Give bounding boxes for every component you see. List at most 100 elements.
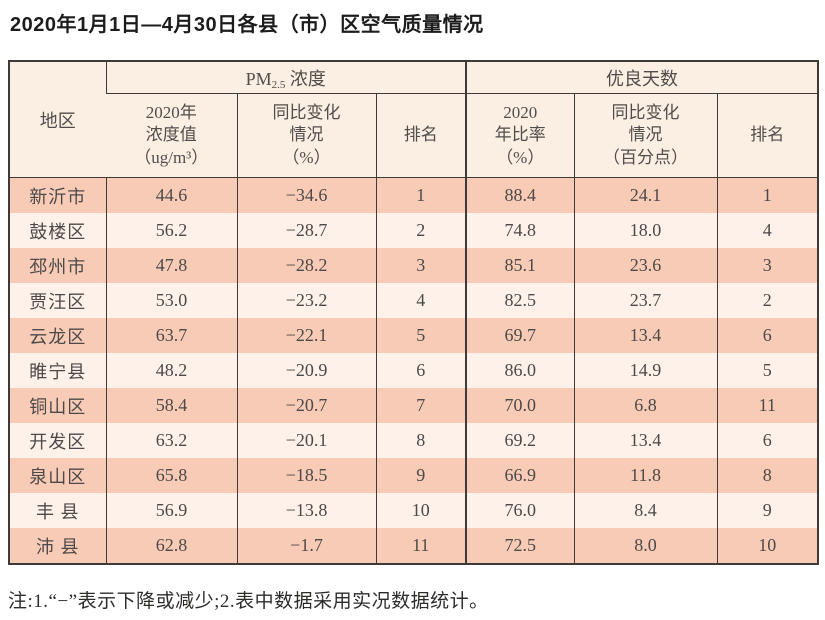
cell-region: 云龙区 [9,318,106,353]
cell-pm-rank: 2 [375,213,467,248]
table-row: 泉山区 65.8 −18.5 9 66.9 11.8 8 [9,458,819,493]
cell-pm-value: 63.2 [105,423,237,458]
cell-good-change: 13.4 [573,318,718,353]
cell-region: 新沂市 [9,177,106,213]
cell-region: 睢宁县 [9,353,106,388]
cell-good-rank: 3 [716,248,819,283]
cell-good-change: 23.6 [573,248,718,283]
cell-good-rate: 85.1 [465,248,575,283]
cell-good-rank: 6 [716,423,819,458]
col-header-region: 地区 [9,61,106,178]
page-title: 2020年1月1日—4月30日各县（市）区空气质量情况 [10,14,484,36]
cell-region: 丰 县 [9,493,106,528]
cell-region: 开发区 [9,423,106,458]
table-row: 睢宁县 48.2 −20.9 6 86.0 14.9 5 [9,353,819,388]
cell-pm-rank: 8 [375,423,467,458]
group-header-row: 地区 PM2.5 浓度 优良天数 [9,61,819,178]
cell-good-change: 8.4 [573,493,718,528]
cell-pm-change: −28.7 [236,213,376,248]
col-header-pm-rank: 排名 [375,93,467,178]
cell-good-rank: 2 [716,283,819,318]
table-row: 开发区 63.2 −20.1 8 69.2 13.4 6 [9,423,819,458]
cell-good-change: 23.7 [573,283,718,318]
cell-region: 铜山区 [9,388,106,423]
cell-region: 鼓楼区 [9,213,106,248]
cell-good-change: 11.8 [573,458,718,493]
col-header-pm-value: 2020年 浓度值 （ug/m³） [106,93,237,178]
cell-good-rate: 86.0 [465,353,575,388]
cell-good-rank: 11 [716,388,819,423]
cell-good-rank: 10 [716,528,819,564]
cell-pm-value: 56.2 [105,213,237,248]
table-row: 丰 县 56.9 −13.8 10 76.0 8.4 9 [9,493,819,528]
cell-pm-rank: 3 [375,248,467,283]
cell-pm-change: −23.2 [236,283,376,318]
col-header-good-change: 同比变化 情况 （百分点） [573,93,718,178]
cell-pm-rank: 1 [375,177,467,213]
col-header-good-rank: 排名 [716,93,819,178]
cell-region: 贾汪区 [9,283,106,318]
cell-pm-rank: 11 [375,528,467,564]
col-header-pm-change: 同比变化 情况 （%） [236,93,376,178]
pm25-subscript: 2.5 [271,78,286,91]
table-row: 鼓楼区 56.2 −28.7 2 74.8 18.0 4 [9,213,819,248]
cell-pm-value: 63.7 [105,318,237,353]
cell-pm-change: −20.1 [236,423,376,458]
table-row: 铜山区 58.4 −20.7 7 70.0 6.8 11 [9,388,819,423]
cell-pm-change: −34.6 [236,177,376,213]
cell-pm-value: 56.9 [105,493,237,528]
table-row: 云龙区 63.7 −22.1 5 69.7 13.4 6 [9,318,819,353]
cell-pm-value: 47.8 [105,248,237,283]
cell-good-change: 13.4 [573,423,718,458]
cell-good-rank: 6 [716,318,819,353]
table-row: 沛 县 62.8 −1.7 11 72.5 8.0 10 [9,528,819,564]
cell-good-rate: 69.2 [465,423,575,458]
cell-pm-rank: 4 [375,283,467,318]
cell-pm-change: −1.7 [236,528,376,564]
sub-header-row: 2020年 浓度值 （ug/m³） 同比变化 情况 （%） 排名 2020 年比… [9,93,819,178]
cell-good-rate: 88.4 [465,177,575,213]
table-row: 贾汪区 53.0 −23.2 4 82.5 23.7 2 [9,283,819,318]
cell-region: 泉山区 [9,458,106,493]
cell-good-rate: 76.0 [465,493,575,528]
col-header-good-rate: 2020 年比率 （%） [465,93,575,178]
cell-good-change: 24.1 [573,177,718,213]
cell-pm-change: −20.7 [236,388,376,423]
cell-good-change: 6.8 [573,388,718,423]
cell-region: 沛 县 [9,528,106,564]
cell-good-rank: 9 [716,493,819,528]
cell-good-change: 8.0 [573,528,718,564]
cell-pm-change: −20.9 [236,353,376,388]
cell-pm-change: −22.1 [236,318,376,353]
air-quality-table: 地区 PM2.5 浓度 优良天数 2020年 浓度值 （ug/m³） 同比变化 … [8,60,820,565]
cell-good-rate: 66.9 [465,458,575,493]
cell-good-rank: 5 [716,353,819,388]
cell-pm-value: 62.8 [105,528,237,564]
cell-good-change: 18.0 [573,213,718,248]
cell-pm-rank: 10 [375,493,467,528]
cell-good-change: 14.9 [573,353,718,388]
cell-pm-rank: 5 [375,318,467,353]
cell-good-rank: 1 [716,177,819,213]
table-row: 邳州市 47.8 −28.2 3 85.1 23.6 3 [9,248,819,283]
footnote: 注:1.“−”表示下降或减少;2.表中数据采用实况数据统计。 [8,591,489,612]
cell-good-rate: 69.7 [465,318,575,353]
cell-good-rate: 74.8 [465,213,575,248]
cell-pm-value: 48.2 [105,353,237,388]
cell-good-rank: 4 [716,213,819,248]
cell-good-rate: 72.5 [465,528,575,564]
pm25-suffix: 浓度 [285,68,326,89]
cell-pm-change: −28.2 [236,248,376,283]
cell-good-rate: 82.5 [465,283,575,318]
table-header: 地区 PM2.5 浓度 优良天数 2020年 浓度值 （ug/m³） 同比变化 … [9,61,819,178]
cell-pm-value: 53.0 [105,283,237,318]
cell-pm-value: 65.8 [105,458,237,493]
group-header-good-days: 优良天数 [465,61,819,94]
cell-pm-value: 44.6 [105,177,237,213]
cell-pm-change: −18.5 [236,458,376,493]
cell-pm-change: −13.8 [236,493,376,528]
cell-pm-rank: 9 [375,458,467,493]
cell-good-rate: 70.0 [465,388,575,423]
cell-pm-rank: 6 [375,353,467,388]
cell-pm-value: 58.4 [105,388,237,423]
